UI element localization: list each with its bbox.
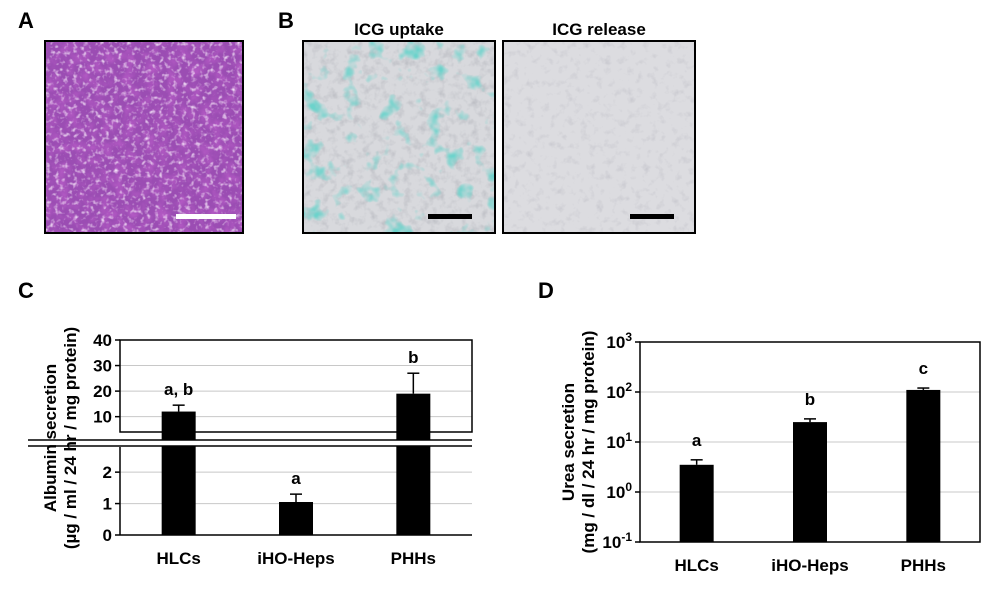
y-tick-label-upper: 30 (93, 357, 112, 376)
y-tick-label: 102 (606, 380, 632, 402)
significance-label: a, b (164, 380, 193, 399)
y-tick-label-lower: 1 (103, 495, 112, 514)
y-axis-label-units: (µg / ml / 24 hr / mg protein) (61, 327, 80, 549)
y-tick-label-lower: 2 (103, 463, 112, 482)
bar-phhs (906, 389, 941, 542)
bar-lower-segment (161, 446, 196, 535)
x-tick-label: PHHs (391, 549, 436, 568)
bar-hlcs (161, 411, 196, 432)
y-tick-label-upper: 20 (93, 382, 112, 401)
icg-release-title: ICG release (552, 20, 646, 39)
y-tick-label: 101 (606, 430, 632, 452)
panel-letter-a: A (18, 8, 34, 33)
y-tick-label-lower: 0 (103, 526, 112, 545)
bar-iho-heps (793, 422, 827, 542)
x-tick-label: HLCs (156, 549, 200, 568)
micrograph-stained-tissue (44, 40, 244, 234)
bar-hlcs (679, 464, 714, 542)
y-tick-label: 100 (606, 480, 632, 502)
urea-secretion-chart: 103 102 101 100 10-1 a HLCs b iHO-Heps c PHHs Urea … (559, 330, 981, 575)
bar-phhs (396, 393, 431, 432)
significance-label: a (291, 469, 301, 488)
x-tick-label: HLCs (674, 556, 718, 575)
bar-break-segment (161, 432, 196, 440)
significance-label: b (408, 348, 418, 367)
x-tick-label: iHO-Heps (771, 556, 848, 575)
y-tick-label: 10-1 (602, 530, 632, 552)
significance-label: c (919, 359, 928, 378)
y-tick-label: 103 (606, 330, 632, 352)
scale-bar-a (176, 214, 236, 219)
bar-break-segment (396, 432, 431, 440)
x-tick-label: iHO-Heps (257, 549, 334, 568)
panel-letter-d: D (538, 278, 554, 303)
significance-label: b (805, 390, 815, 409)
micrograph-icg-uptake (302, 40, 496, 234)
y-tick-label-upper: 40 (93, 331, 112, 350)
icg-uptake-title: ICG uptake (354, 20, 444, 39)
scale-bar-b-right (630, 214, 674, 219)
bar-iho-heps (279, 502, 313, 535)
upper-plot-frame (119, 339, 473, 433)
scale-bar-b-left (428, 214, 472, 219)
y-axis-label: Albumin secretion (41, 364, 60, 512)
bar-lower-segment (396, 446, 431, 535)
micrograph-icg-release (502, 40, 696, 234)
y-tick-label-upper: 10 (93, 408, 112, 427)
panel-letter-b: B (278, 8, 294, 33)
y-axis-label: Urea secretion (559, 383, 578, 501)
micrograph-b-left-image (304, 42, 494, 232)
y-axis-label-units: (mg / dl / 24 hr / mg protein) (579, 331, 598, 554)
micrograph-a-image (46, 42, 242, 232)
panel-letter-c: C (18, 278, 34, 303)
significance-label: a (692, 431, 702, 450)
x-tick-label: PHHs (901, 556, 946, 575)
micrograph-b-right-image (504, 42, 694, 232)
